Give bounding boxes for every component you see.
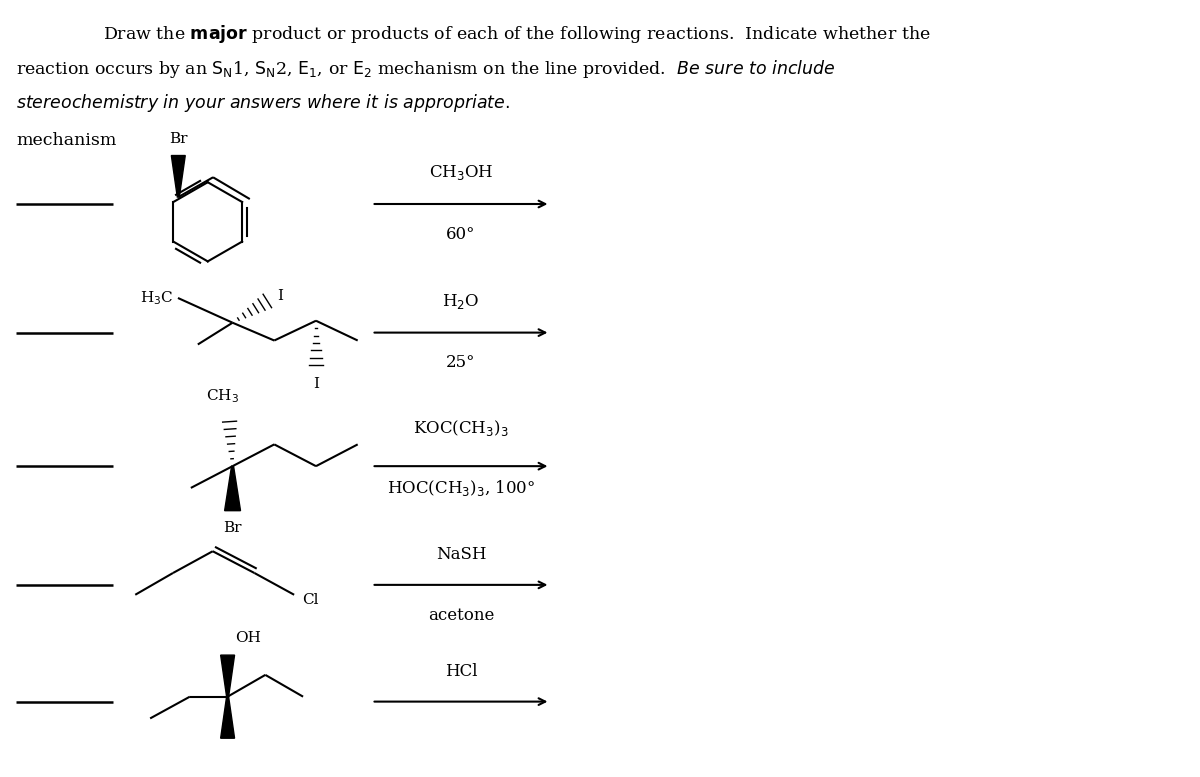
- Text: 60°: 60°: [446, 226, 475, 242]
- Text: mechanism: mechanism: [16, 132, 116, 148]
- Text: CH$_3$OH: CH$_3$OH: [428, 163, 493, 183]
- Text: I: I: [313, 377, 319, 391]
- Text: CH$_3$: CH$_3$: [206, 387, 239, 405]
- Text: H$_3$C: H$_3$C: [139, 289, 173, 307]
- Text: $\it{stereochemistry\ in\ your\ answers\ where\ it\ is\ appropriate.}$: $\it{stereochemistry\ in\ your\ answers\…: [16, 92, 510, 114]
- Text: 25°: 25°: [446, 354, 475, 371]
- Text: Br: Br: [169, 131, 187, 145]
- Text: Cl: Cl: [302, 593, 318, 607]
- Text: OH: OH: [235, 631, 262, 645]
- Text: reaction occurs by an $\mathrm{S_N}$1, $\mathrm{S_N}$2, $\mathrm{E_1}$, or $\mat: reaction occurs by an $\mathrm{S_N}$1, $…: [16, 57, 835, 79]
- Text: Br: Br: [223, 521, 242, 535]
- Polygon shape: [221, 697, 234, 738]
- Text: HCl: HCl: [445, 663, 478, 680]
- Text: Draw the $\mathbf{major}$ product or products of each of the following reactions: Draw the $\mathbf{major}$ product or pro…: [103, 23, 931, 45]
- Polygon shape: [221, 655, 234, 697]
- Text: NaSH: NaSH: [436, 546, 486, 563]
- Text: KOC(CH$_3$)$_3$: KOC(CH$_3$)$_3$: [413, 419, 509, 438]
- Text: H$_2$O: H$_2$O: [443, 292, 480, 311]
- Text: HOC(CH$_3$)$_3$, 100°: HOC(CH$_3$)$_3$, 100°: [386, 478, 535, 498]
- Text: I: I: [277, 289, 283, 303]
- Text: acetone: acetone: [427, 607, 494, 624]
- Polygon shape: [172, 155, 185, 197]
- Polygon shape: [224, 466, 240, 510]
